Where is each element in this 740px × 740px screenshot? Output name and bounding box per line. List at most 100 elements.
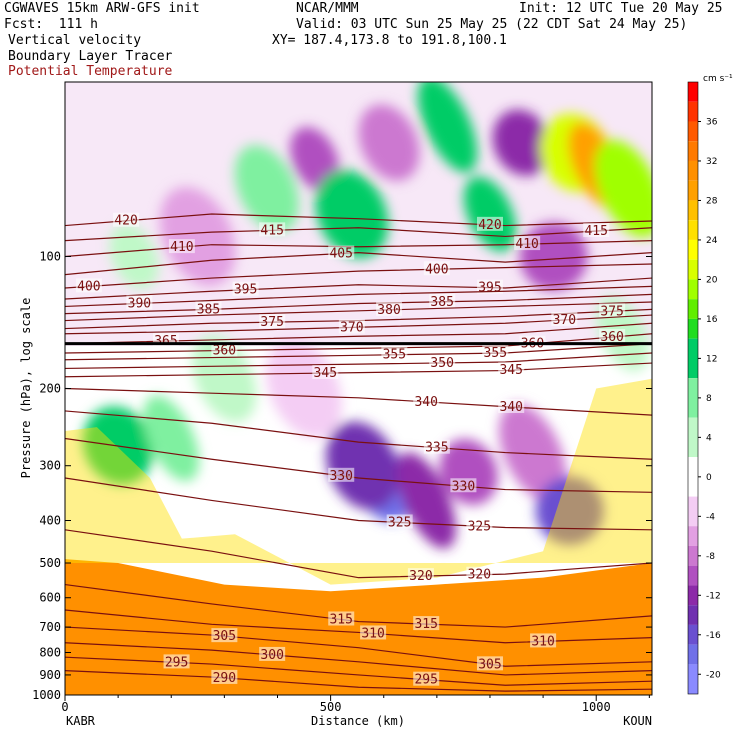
colorbar-label: 4 <box>706 433 712 443</box>
theta-label: 420 <box>114 214 137 229</box>
theta-line <box>65 437 652 493</box>
theta-line <box>65 410 652 460</box>
colorbar-label: 20 <box>706 275 718 285</box>
colorbar-swatch <box>688 200 698 221</box>
theta-label: 400 <box>77 279 100 294</box>
theta-label-bg <box>312 365 339 380</box>
x-endpoint-left: KABR <box>66 714 96 728</box>
theta-label-bg <box>360 625 387 640</box>
theta-label-bg <box>259 314 286 329</box>
theta-label-bg <box>476 216 503 231</box>
theta-label-bg <box>476 279 503 294</box>
theta-line <box>65 642 652 676</box>
theta-label-bg <box>429 354 456 369</box>
colorbar-swatch <box>688 585 698 606</box>
theta-label-bg <box>211 342 238 357</box>
theta-label-bg <box>413 393 440 408</box>
theta-label-bg <box>126 295 153 310</box>
w-anomaly <box>492 109 552 176</box>
colorbar-swatch <box>688 239 698 260</box>
theta-line <box>65 362 652 378</box>
colorbar-swatch <box>688 82 698 102</box>
w-anomaly <box>358 104 420 181</box>
y-tick-label: 600 <box>39 591 61 605</box>
theta-label: 320 <box>468 568 491 583</box>
model-title: CGWAVES 15km ARW-GFS init <box>4 1 200 16</box>
theta-label-bg <box>498 362 525 377</box>
theta-label-bg <box>163 654 190 669</box>
colorbar-swatch <box>688 259 698 280</box>
theta-label: 355 <box>484 346 507 361</box>
theta-line <box>65 352 652 370</box>
theta-label-bg <box>259 222 286 237</box>
colorbar-label: 32 <box>706 157 717 167</box>
theta-label: 330 <box>452 479 475 494</box>
colorbar-swatch <box>688 180 698 201</box>
theta-line <box>65 285 652 308</box>
theta-label-bg <box>75 278 102 293</box>
theta-label: 330 <box>329 469 352 484</box>
w-anomaly <box>417 82 478 173</box>
w-anomaly <box>266 339 342 438</box>
theta-label-bg <box>482 345 509 360</box>
theta-label: 400 <box>425 262 448 277</box>
y-tick-label: 300 <box>39 459 61 473</box>
w-anomaly <box>159 187 236 286</box>
colorbar-label: 8 <box>706 394 712 404</box>
w-anomaly <box>143 395 200 482</box>
y-axis: 100 200 300 400 500 600 700 800 900 1000 <box>32 249 652 702</box>
theta-label-bg <box>328 611 355 626</box>
theta-label-bg <box>413 671 440 686</box>
theta-label: 290 <box>213 671 236 686</box>
colorbar-swatch <box>688 496 698 527</box>
colorbar-label: -8 <box>706 552 715 562</box>
colorbar-swatch <box>688 565 698 586</box>
colorbar-unit: cm s⁻¹ <box>703 74 733 84</box>
theta-label-bg <box>376 301 403 316</box>
colorbar-label: -4 <box>706 512 715 522</box>
theta-label: 305 <box>213 629 236 644</box>
colorbar-label: 0 <box>706 473 712 483</box>
theta-label-bg <box>211 669 238 684</box>
center-label: NCAR/MMM <box>296 1 359 16</box>
theta-label: 315 <box>329 612 352 627</box>
y-axis-label: Pressure (hPa), log scale <box>19 298 33 479</box>
w-anomaly <box>594 139 652 238</box>
theta-label-bg <box>195 301 222 316</box>
theta-label: 335 <box>425 441 448 456</box>
colorbar-swatch <box>688 279 698 300</box>
theta-label-bg <box>259 646 286 661</box>
field-boundary-layer-tracer: Boundary Layer Tracer <box>8 49 173 64</box>
colorbar-swatch <box>688 417 698 458</box>
theta-label-bg <box>211 628 238 643</box>
colorbar-label: 24 <box>706 236 718 246</box>
theta-line <box>65 387 652 416</box>
theta-label-bg <box>466 566 493 581</box>
theta-label-bg <box>466 518 493 533</box>
y-tick-label: 500 <box>39 556 61 570</box>
colorbar-swatch <box>688 338 698 379</box>
colorbar-swatch <box>688 457 698 497</box>
theta-label-bg <box>450 478 477 493</box>
w-anomaly <box>315 169 389 259</box>
x-tick-label: 1000 <box>582 700 611 714</box>
theta-label: 405 <box>329 247 352 262</box>
theta-label: 315 <box>414 617 437 632</box>
theta-label-bg <box>386 514 413 529</box>
theta-label: 375 <box>600 304 623 319</box>
theta-line <box>65 583 652 628</box>
w-anomaly <box>234 145 299 232</box>
boundary-layer-tracer <box>65 559 652 695</box>
theta-label: 340 <box>499 400 522 415</box>
theta-line <box>65 293 652 315</box>
valid-time: Valid: 03 UTC Sun 25 May 25 (22 CDT Sat … <box>296 17 688 32</box>
theta-line <box>65 656 652 686</box>
colorbar-frame <box>687 81 699 695</box>
theta-label: 295 <box>165 655 188 670</box>
colorbar-swatch <box>688 378 698 418</box>
tracer-edge <box>65 378 652 585</box>
colorbar-swatch <box>688 664 698 694</box>
field-vertical-velocity: Vertical velocity <box>8 33 142 48</box>
theta-line <box>65 227 652 242</box>
colorbar-swatch <box>688 545 698 566</box>
